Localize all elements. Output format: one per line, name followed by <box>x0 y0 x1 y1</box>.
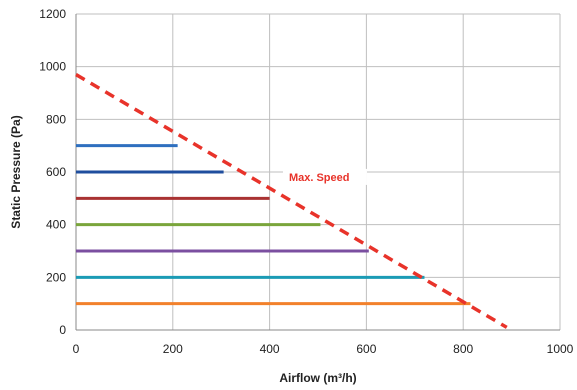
y-tick-label-800: 800 <box>46 112 66 126</box>
y-tick-label-1000: 1000 <box>39 60 66 74</box>
x-tick-label-0: 0 <box>73 342 80 356</box>
annotation-layer: Max. Speed <box>282 168 367 185</box>
series-layer <box>75 73 508 329</box>
y-axis-title: Static Pressure (Pa) <box>9 115 23 228</box>
annotation-bg-1 <box>282 168 367 185</box>
x-tick-label-600: 600 <box>356 342 376 356</box>
annotation-max-speed: Max. Speed <box>289 172 350 184</box>
x-tick-label-800: 800 <box>453 342 473 356</box>
x-tick-label-1000: 1000 <box>547 342 574 356</box>
y-tick-label-1200: 1200 <box>39 7 66 21</box>
x-tick-label-200: 200 <box>163 342 183 356</box>
y-tick-label-600: 600 <box>46 165 66 179</box>
y-tick-label-0: 0 <box>59 323 66 337</box>
tick-layer: 0 200 400 600 800 1000 0 200 400 600 800 1000 1200 <box>39 7 573 356</box>
max-speed-line <box>75 73 508 329</box>
x-tick-label-400: 400 <box>260 342 280 356</box>
y-tick-label-200: 200 <box>46 270 66 284</box>
x-axis-title: Airflow (m³/h) <box>279 371 356 385</box>
y-tick-label-400: 400 <box>46 218 66 232</box>
